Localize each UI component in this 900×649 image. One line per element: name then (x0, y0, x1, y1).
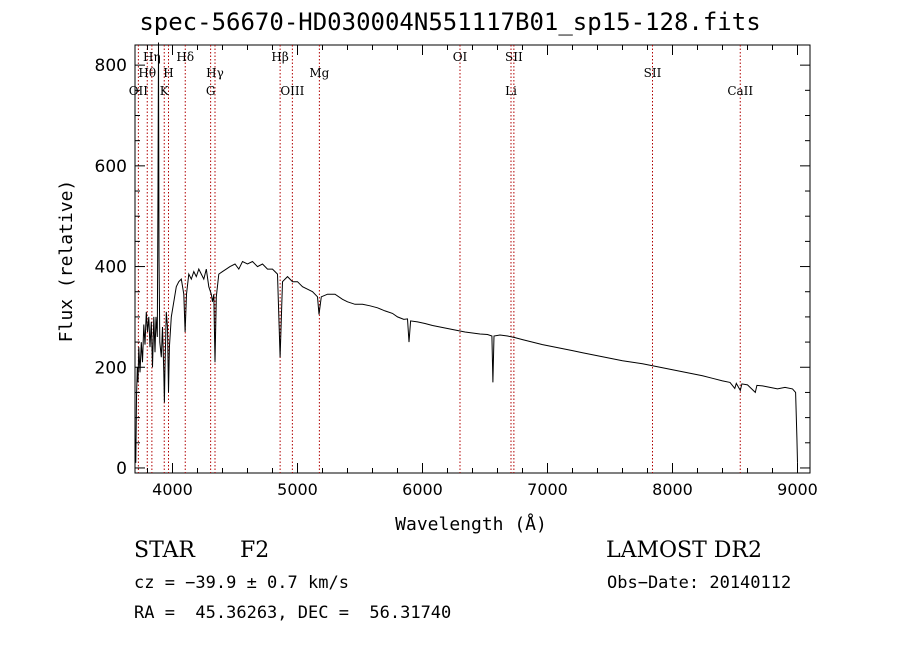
spectral-line-label: SII (505, 50, 523, 64)
x-tick-label: 5000 (277, 480, 318, 499)
spectral-line-label: Hβ (271, 50, 288, 64)
spectral-line-label: Mg (309, 66, 329, 80)
spectral-line-label: Hδ (176, 50, 194, 64)
y-tick-label: 800 (95, 56, 127, 76)
y-tick-label: 0 (116, 459, 127, 479)
x-tick-label: 7000 (527, 480, 568, 499)
plot-frame (134, 44, 811, 474)
spectral-line-label: G (206, 84, 216, 98)
x-tick-label: 4000 (152, 480, 193, 499)
chart-title: spec-56670-HD030004N551117B01_sp15-128.f… (139, 8, 761, 36)
spectral-line-label: CaII (727, 84, 753, 98)
x-axis-label: Wavelength (Å) (395, 513, 547, 535)
object-class: STAR (134, 538, 195, 563)
spectral-line-label: H (163, 66, 173, 80)
spectral-line-label: OII (129, 84, 149, 98)
y-tick-label: 200 (95, 358, 127, 378)
x-tick-label: 9000 (777, 480, 818, 499)
spectral-line-label: OIII (280, 84, 304, 98)
spectral-line-label: Hθ (138, 66, 156, 80)
observation-date: Obs−Date: 20140112 (607, 573, 792, 593)
y-axis-label: Flux (relative) (56, 180, 77, 343)
spectral-line-label: OI (453, 50, 468, 64)
x-tick-label: 8000 (652, 480, 693, 499)
survey-label: LAMOST DR2 (606, 538, 762, 563)
spectrum-line (134, 42, 798, 463)
spectral-line-label: K (160, 84, 170, 98)
object-subclass: F2 (240, 538, 270, 563)
axis-ticks (135, 45, 810, 473)
spectral-line-label: SII (644, 66, 662, 80)
y-tick-label: 600 (95, 157, 127, 177)
redshift-cz: cz = −39.9 ± 0.7 km/s (134, 573, 349, 593)
spectral-line-label: Hη (143, 50, 161, 64)
coordinates: RA = 45.36263, DEC = 56.31740 (134, 603, 452, 623)
axis-tick-labels: 4000 5000 6000 7000 8000 9000 0 200 400 600 800 (95, 56, 818, 499)
spectral-line-label: Hγ (206, 66, 224, 80)
y-tick-label: 400 (95, 258, 127, 278)
x-tick-label: 6000 (402, 480, 443, 499)
spectral-line-label: Li (505, 84, 517, 98)
